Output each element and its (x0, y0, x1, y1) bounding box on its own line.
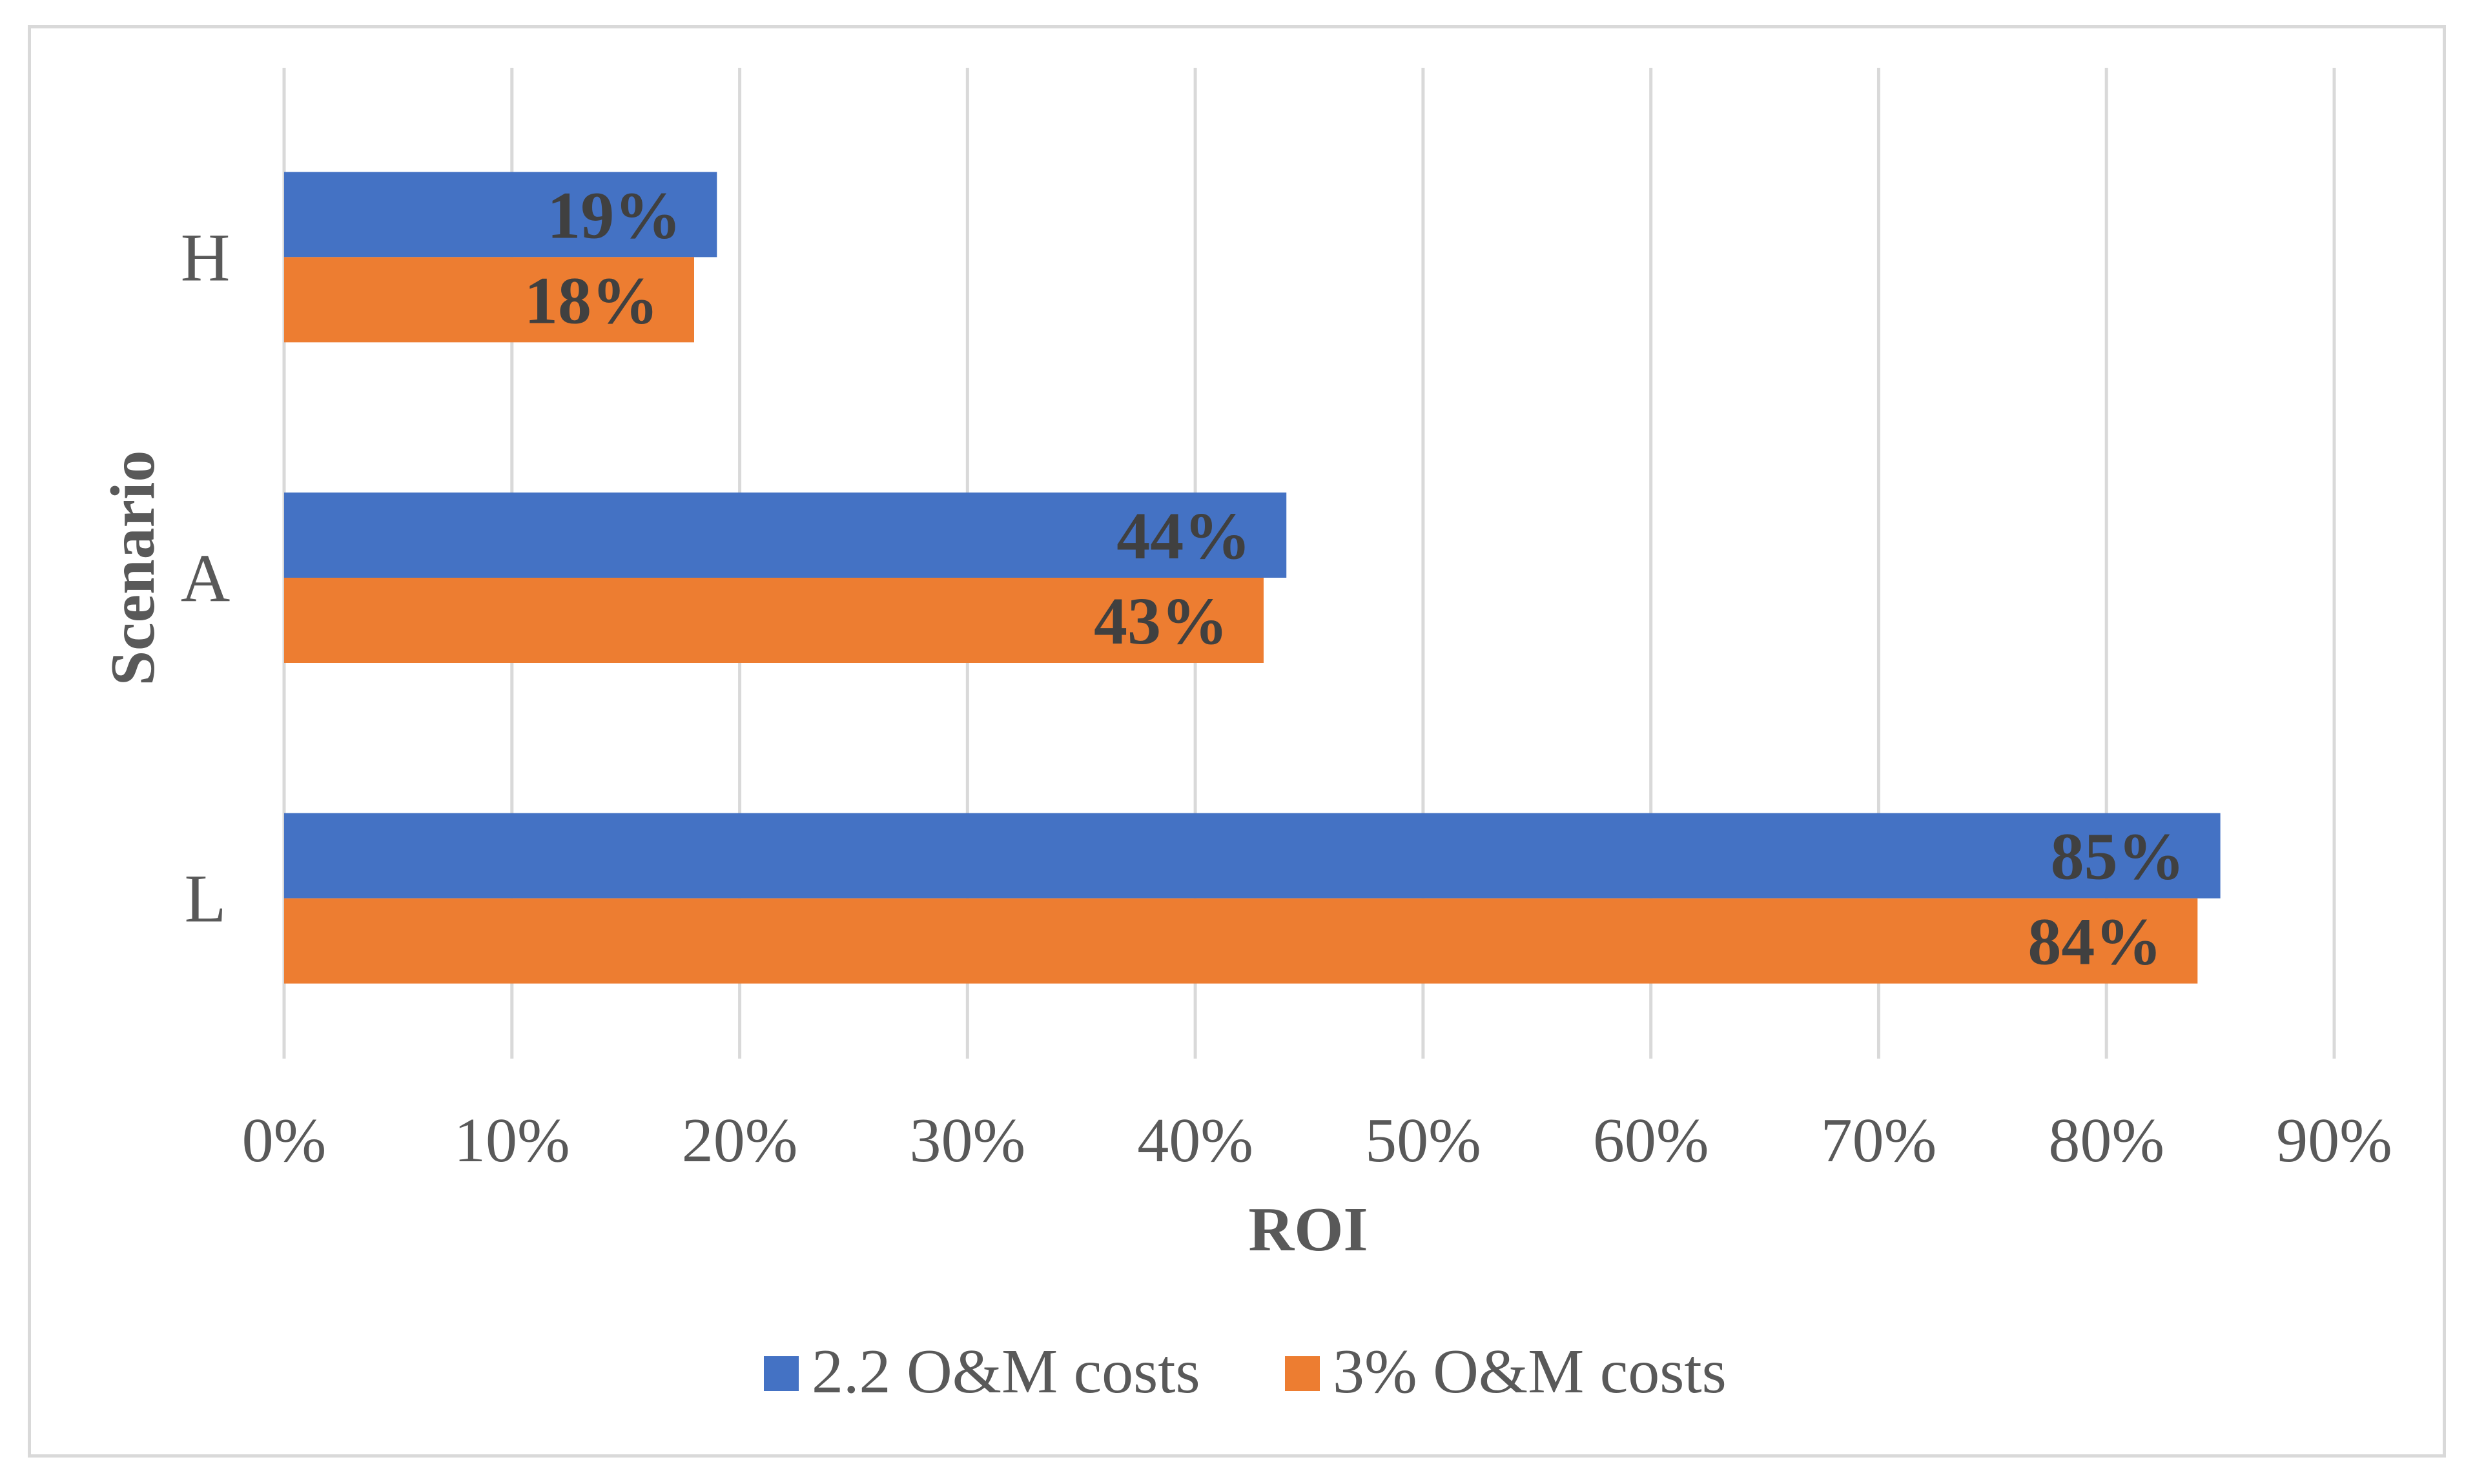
legend: 2.2 O&M costs 3% O&M costs (764, 1337, 1727, 1407)
y-axis-title: Scenario (98, 451, 168, 686)
legend-label-series-1: 2.2 O&M costs (812, 1337, 1200, 1407)
category-label-H: H (181, 219, 231, 295)
bar-L-series-2 (284, 898, 2198, 984)
bar-H-series-1 (284, 172, 717, 258)
category-label-L: L (185, 861, 227, 937)
data-label-L-series-2: 84% (2028, 905, 2162, 979)
bar-H-series-2 (284, 257, 694, 343)
data-label-H-series-1: 19% (547, 178, 681, 252)
x-tick-label-1: 10% (454, 1106, 570, 1175)
data-label-A-series-1: 44% (1116, 499, 1251, 573)
x-tick-label-5: 50% (1365, 1106, 1481, 1175)
x-tick-label-4: 40% (1137, 1106, 1253, 1175)
x-tick-label-7: 70% (1821, 1106, 1937, 1175)
x-tick-label-2: 20% (682, 1106, 798, 1175)
data-label-A-series-2: 43% (1094, 584, 1228, 658)
bar-A-series-1 (284, 493, 1287, 578)
x-tick-label-3: 30% (910, 1106, 1026, 1175)
bar-A-series-2 (284, 578, 1264, 663)
bar-L-series-1 (284, 813, 2221, 899)
axes: 0% 10% 20% 30% 40% 50% 60% 70% 80% 90% L A H (181, 219, 2392, 1175)
data-label-H-series-2: 18% (524, 263, 659, 338)
x-tick-label-0: 0% (242, 1106, 327, 1175)
x-axis-title: ROI (1248, 1195, 1368, 1265)
data-label-L-series-1: 85% (2051, 820, 2185, 894)
bars (284, 172, 2221, 984)
legend-swatch-series-2 (1285, 1356, 1320, 1391)
x-tick-label-9: 90% (2276, 1106, 2392, 1175)
data-labels: 85% 84% 44% 43% 19% 18% (524, 178, 2185, 979)
category-label-A: A (181, 540, 231, 616)
legend-label-series-2: 3% O&M costs (1333, 1337, 1727, 1407)
legend-swatch-series-1 (764, 1356, 799, 1391)
x-tick-label-8: 80% (2048, 1106, 2164, 1175)
x-tick-label-6: 60% (1593, 1106, 1709, 1175)
